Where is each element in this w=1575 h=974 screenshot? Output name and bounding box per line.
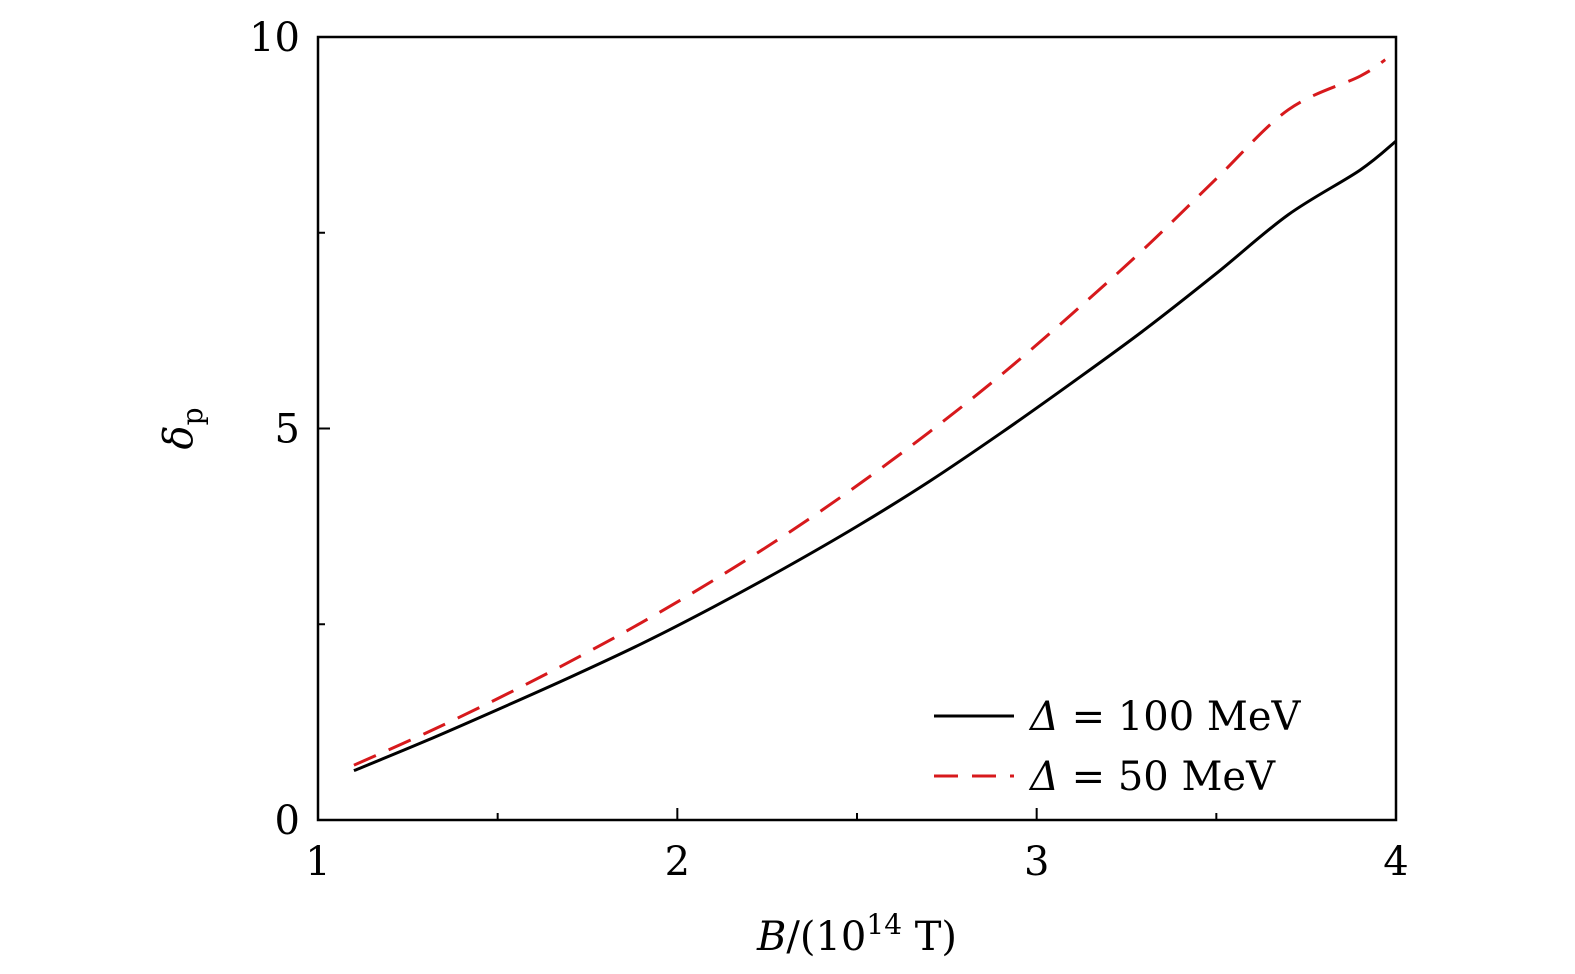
y-tick-label: 10	[249, 15, 300, 61]
y-axis-label: δp	[156, 407, 209, 449]
legend-label-series-2-sym: Δ	[1028, 754, 1059, 800]
legend-label-series-2: Δ = 50 MeV	[1028, 754, 1276, 800]
x-tick-label: 2	[665, 839, 690, 885]
x-tick-label: 1	[305, 839, 330, 885]
series-line-2	[353, 58, 1387, 767]
legend-label-series-1-sym: Δ	[1028, 694, 1059, 740]
axis-ticks	[318, 231, 1218, 820]
x-tick-label: 3	[1024, 839, 1049, 885]
legend-label-series-2-rest: = 50 MeV	[1059, 754, 1276, 800]
series-layer	[353, 58, 1397, 773]
x-axis-label-pre: /(10	[786, 914, 866, 960]
series-line-1	[353, 139, 1397, 773]
legend-label-series-1-rest: = 100 MeV	[1059, 694, 1302, 740]
tick-labels: 1 2 3 4 0 5 10	[249, 15, 1409, 885]
y-axis-label-base: δ	[156, 425, 202, 449]
x-tick-label: 4	[1383, 839, 1408, 885]
y-tick-label: 0	[275, 798, 300, 844]
x-axis-label-post: T)	[902, 914, 957, 960]
x-axis-label-var: B	[756, 914, 786, 960]
y-axis-label-sub: p	[176, 407, 209, 425]
legend: Δ = 100 MeV Δ = 50 MeV	[934, 694, 1302, 800]
x-axis-label-sup: 14	[866, 908, 902, 941]
x-axis-label: B/(1014 T)	[756, 908, 957, 960]
legend-label-series-1: Δ = 100 MeV	[1028, 694, 1302, 740]
y-tick-label: 5	[275, 407, 300, 453]
